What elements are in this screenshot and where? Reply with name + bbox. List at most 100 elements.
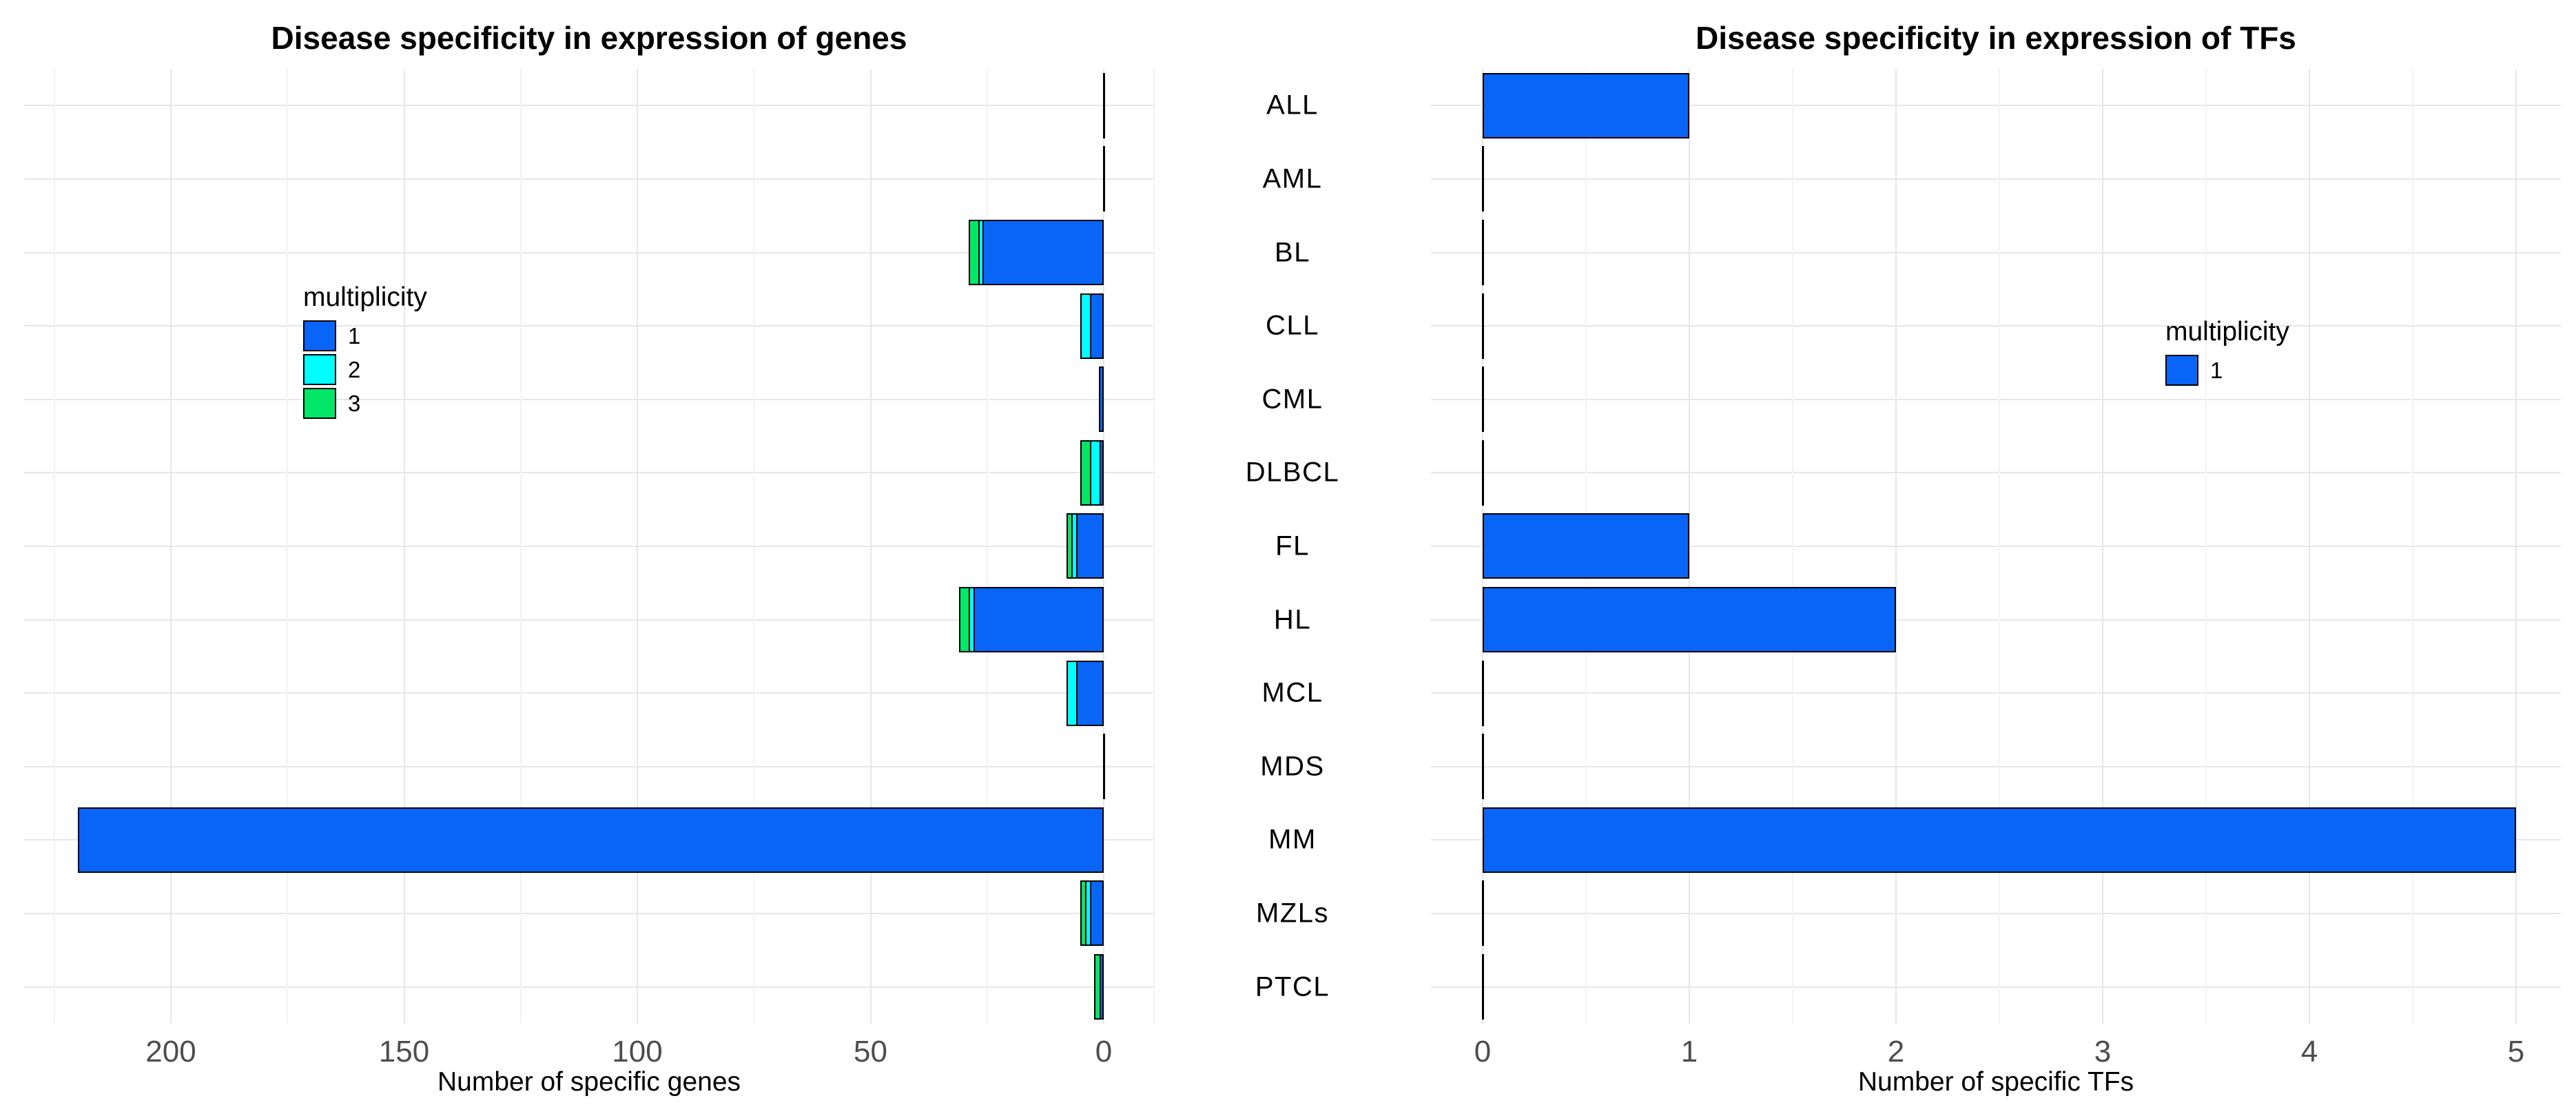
- gridline-horizontal: [24, 545, 1155, 547]
- gridline-minor: [2412, 69, 2413, 1024]
- legend-item-label: 1: [2210, 357, 2223, 383]
- category-label-FL: FL: [1275, 530, 1310, 561]
- bar-segment-genes-HL-m1: [973, 587, 1104, 652]
- legend-item-label: 2: [348, 356, 361, 382]
- genes-legend-title: multiplicity: [303, 282, 427, 312]
- gridline-horizontal: [24, 986, 1155, 988]
- zero-bar-AML: [1481, 146, 1484, 212]
- x-tick-label-genes-100: 100: [612, 1035, 663, 1068]
- gridline-horizontal: [24, 251, 1155, 254]
- category-label-MM: MM: [1268, 824, 1317, 855]
- gridline-panel-edge: [1153, 69, 1155, 1024]
- zero-bar-CLL: [1481, 293, 1484, 359]
- category-label-HL: HL: [1273, 604, 1312, 634]
- gridline-horizontal: [1431, 765, 2561, 767]
- bar-segment-genes-FL-m1: [1075, 513, 1104, 579]
- legend-item-label: 3: [348, 390, 361, 416]
- gridline-minor: [986, 69, 988, 1024]
- gridline-major: [403, 69, 405, 1024]
- bar-segment-genes-BL-m3: [968, 220, 980, 285]
- gridline-minor: [1792, 69, 1793, 1024]
- gridline-horizontal: [1431, 325, 2561, 327]
- x-tick-label-tfs-4: 4: [2300, 1035, 2318, 1068]
- legend-item-3: 3: [303, 388, 427, 419]
- zero-bar-CML: [1481, 366, 1484, 433]
- bar-segment-genes-PTCL-m3: [1094, 954, 1101, 1020]
- gridline-major: [2515, 69, 2517, 1024]
- gridline-horizontal: [1431, 986, 2561, 988]
- legend-swatch-multiplicity-2: [303, 354, 336, 385]
- tfs-legend-items: 1: [2165, 355, 2289, 386]
- gridline-horizontal: [24, 325, 1155, 327]
- gridline-horizontal: [1431, 105, 2561, 107]
- gridline-minor: [287, 69, 289, 1024]
- gridline-horizontal: [1431, 692, 2561, 694]
- genes-legend-items: 1 2 3: [303, 320, 427, 419]
- bar-segment-genes-MZLs-m3: [1080, 880, 1087, 947]
- gridline-major: [1689, 69, 1690, 1024]
- zero-bar-MDS: [1102, 734, 1105, 800]
- category-label-MZLs: MZLs: [1256, 898, 1329, 929]
- gridline-major: [869, 69, 872, 1024]
- bar-segment-tfs-FL-m1: [1483, 513, 1689, 579]
- bar-segment-genes-CML-m1: [1099, 366, 1104, 433]
- legend-swatch-multiplicity-1: [2165, 355, 2198, 386]
- gridline-major: [170, 69, 172, 1024]
- tfs-legend: multiplicity 1: [2165, 317, 2289, 389]
- bar-segment-genes-BL-m1: [982, 220, 1104, 285]
- x-tick-label-tfs-3: 3: [2094, 1035, 2112, 1068]
- bar-segment-tfs-MM-m1: [1483, 807, 2516, 873]
- gridline-horizontal: [1431, 912, 2561, 914]
- zero-bar-PTCL: [1481, 954, 1484, 1020]
- bar-segment-genes-MCL-m2: [1066, 660, 1078, 726]
- gridline-horizontal: [24, 105, 1155, 107]
- gridline-horizontal: [24, 472, 1155, 474]
- category-label-PTCL: PTCL: [1255, 971, 1330, 1002]
- bar-segment-genes-CLL-m2: [1080, 293, 1092, 359]
- legend-swatch-multiplicity-3: [303, 388, 336, 419]
- gridline-horizontal: [24, 765, 1155, 767]
- legend-swatch-multiplicity-1: [303, 320, 336, 351]
- category-label-CLL: CLL: [1266, 310, 1319, 341]
- x-tick-label-tfs-1: 1: [1680, 1035, 1698, 1068]
- tfs-legend-title: multiplicity: [2165, 317, 2289, 347]
- gridline-horizontal: [24, 912, 1155, 914]
- bar-segment-genes-MCL-m1: [1075, 660, 1104, 726]
- category-label-AML: AML: [1262, 163, 1323, 194]
- legend-item-1: 1: [303, 320, 427, 351]
- gridline-horizontal: [1431, 178, 2561, 180]
- right-chart-title: Disease specificity in expression of TFs: [1696, 20, 2296, 56]
- gridline-horizontal: [1431, 619, 2561, 621]
- gridline-horizontal: [1431, 398, 2561, 400]
- gridline-minor: [53, 69, 55, 1024]
- category-label-ALL: ALL: [1266, 90, 1319, 121]
- genes-plot-panel: [24, 69, 1155, 1024]
- zero-bar-AML: [1102, 146, 1105, 212]
- zero-bar-MZLs: [1481, 880, 1484, 947]
- gridline-major: [1103, 69, 1104, 1024]
- gridline-major: [637, 69, 638, 1024]
- x-tick-label-genes-50: 50: [854, 1035, 887, 1068]
- gridline-minor: [519, 69, 522, 1024]
- legend-item-2: 2: [303, 354, 427, 385]
- gridline-major: [2309, 69, 2310, 1024]
- legend-item-label: 1: [348, 322, 361, 349]
- x-tick-label-tfs-0: 0: [1474, 1035, 1492, 1068]
- x-tick-label-genes-200: 200: [145, 1035, 196, 1068]
- gridline-minor: [753, 69, 755, 1024]
- category-label-MCL: MCL: [1261, 677, 1323, 708]
- gridline-horizontal: [24, 178, 1155, 180]
- gridline-horizontal: [24, 398, 1155, 400]
- x-tick-label-genes-150: 150: [378, 1035, 430, 1068]
- genes-x-axis-title: Number of specific genes: [437, 1067, 741, 1097]
- bar-segment-tfs-ALL-m1: [1483, 72, 1689, 138]
- gridline-major: [2102, 69, 2103, 1024]
- x-tick-label-tfs-2: 2: [1887, 1035, 1905, 1068]
- category-label-DLBCL: DLBCL: [1245, 457, 1340, 488]
- gridline-major: [1895, 69, 1897, 1024]
- bar-segment-genes-CLL-m1: [1089, 293, 1104, 359]
- gridline-horizontal: [1431, 545, 2561, 547]
- zero-bar-MDS: [1481, 734, 1484, 800]
- x-tick-label-genes-0: 0: [1095, 1035, 1113, 1068]
